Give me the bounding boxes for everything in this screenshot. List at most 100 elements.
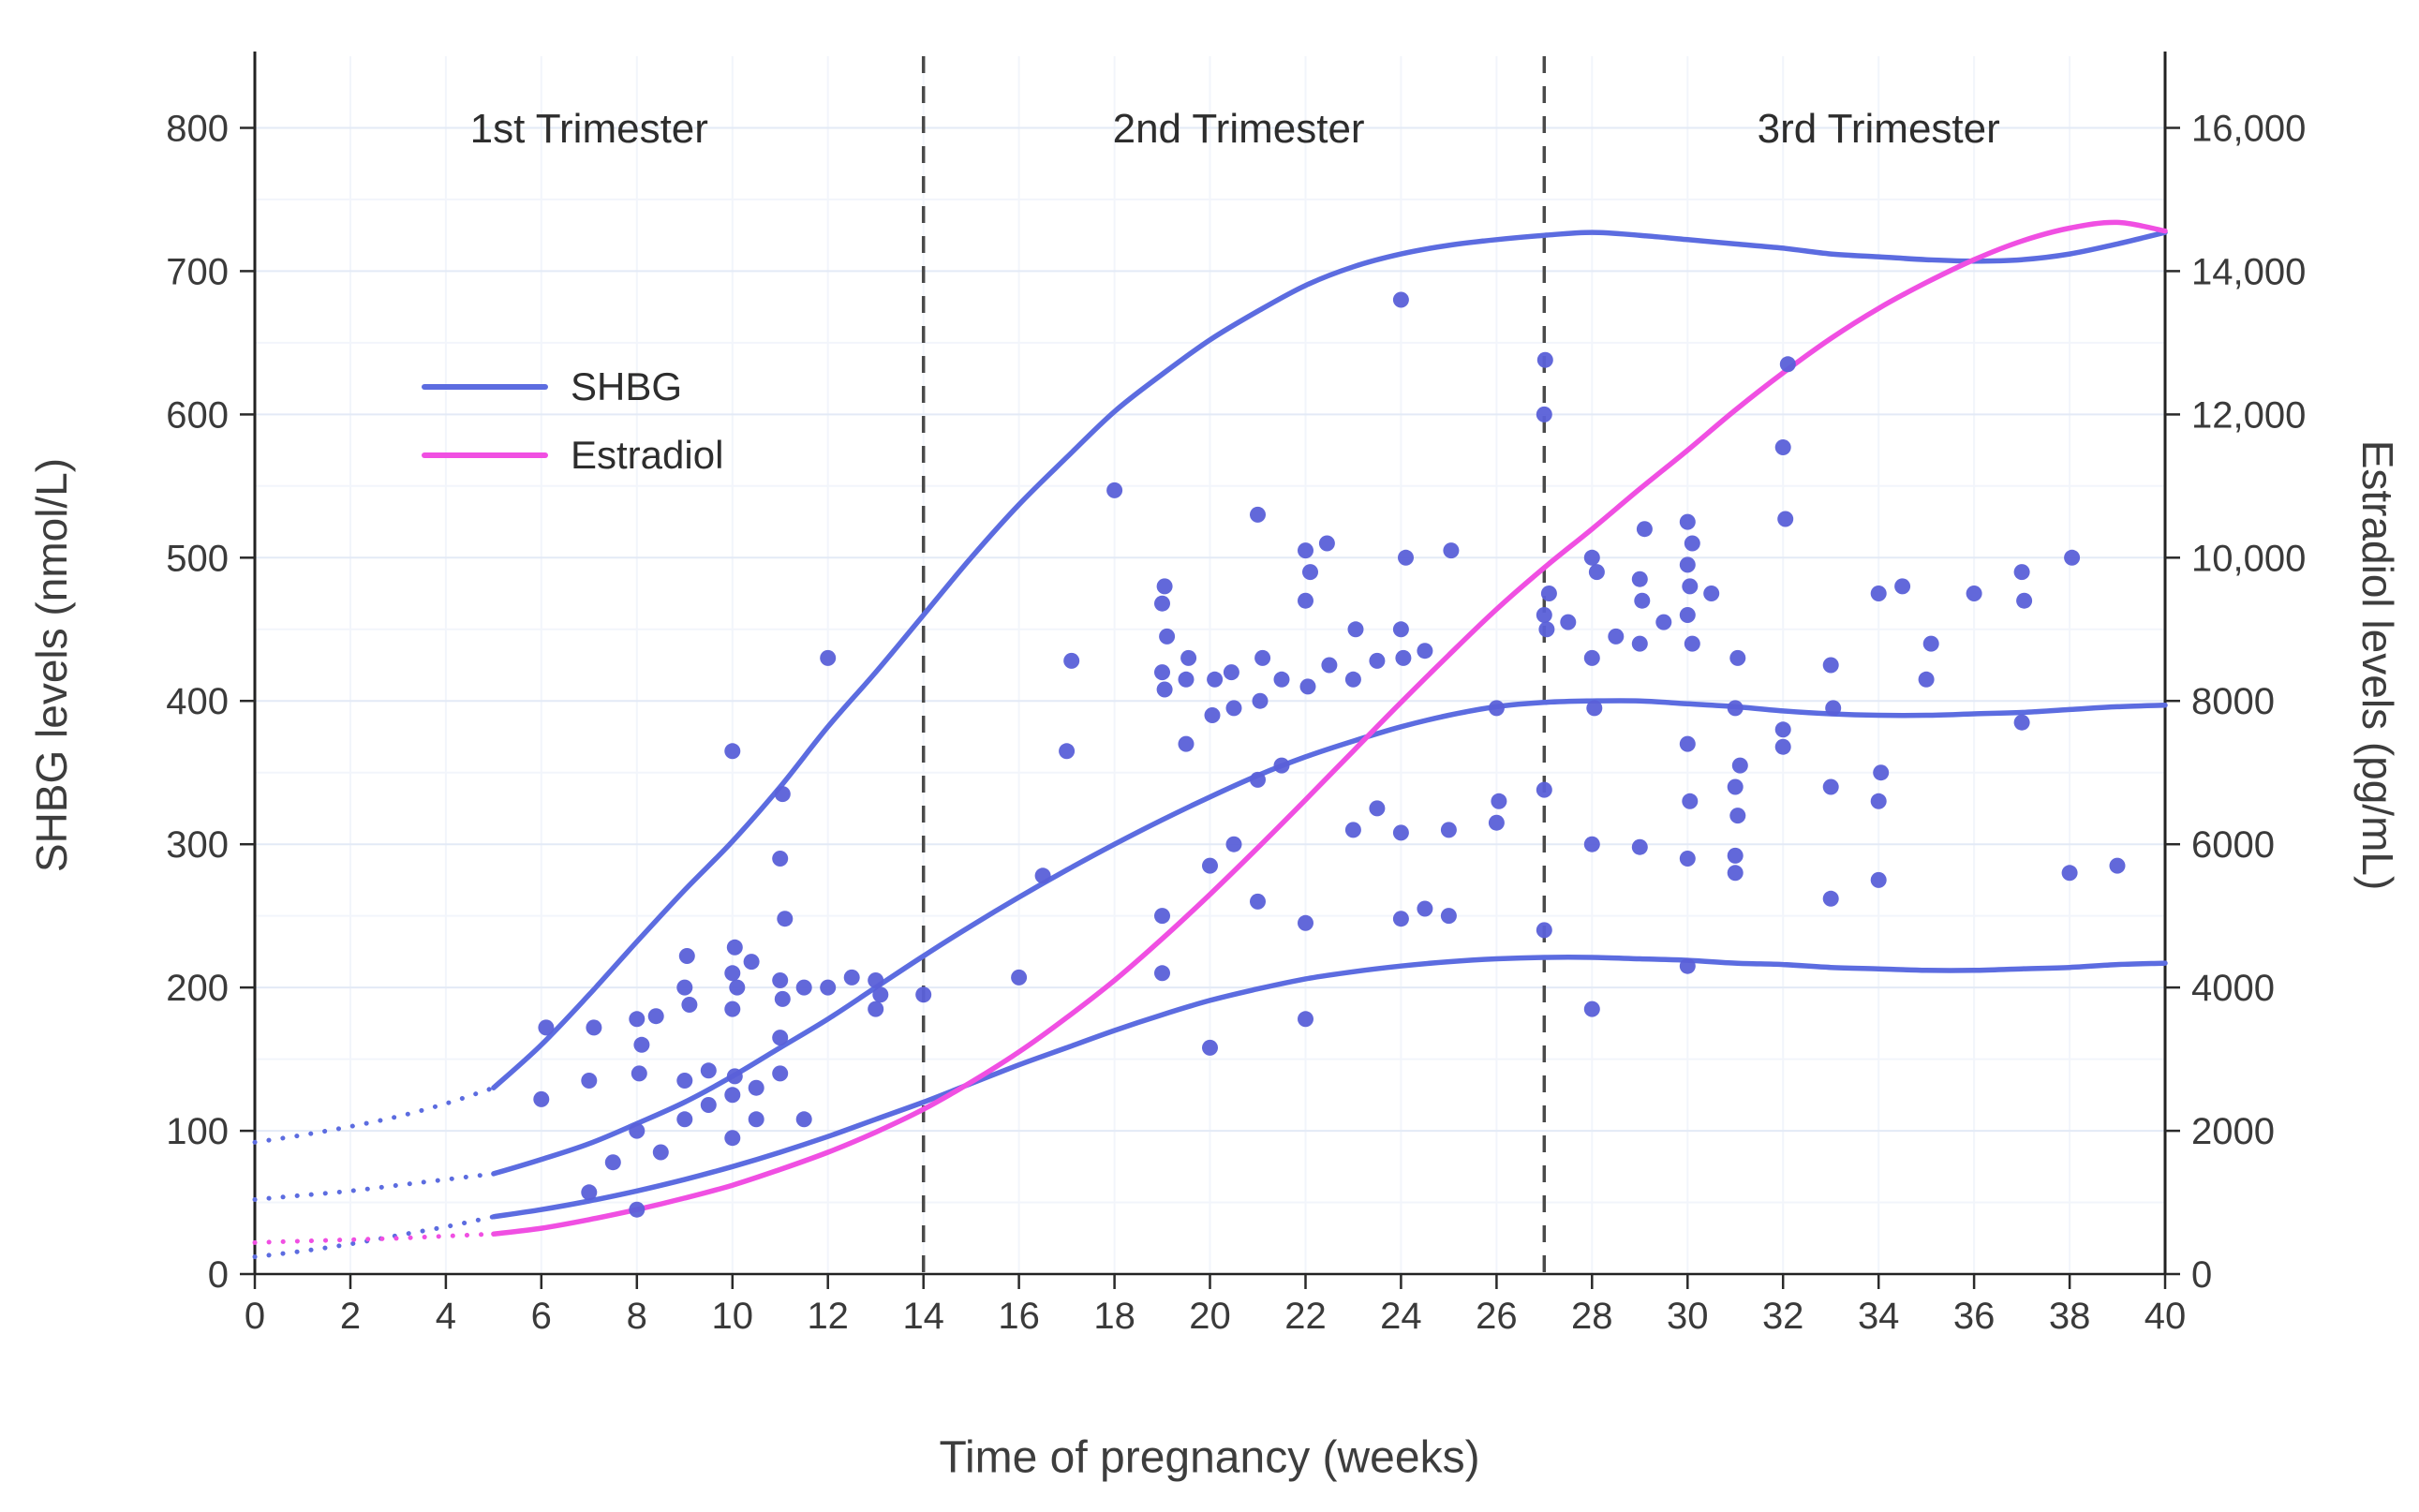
scatter-point	[1207, 671, 1224, 688]
scatter-point	[1392, 911, 1409, 927]
scatter-point	[633, 1036, 650, 1053]
scatter-point	[1966, 586, 1982, 601]
scatter-point	[538, 1019, 555, 1036]
scatter-point	[868, 972, 884, 988]
scatter-point	[1774, 721, 1791, 738]
scatter-point	[1583, 649, 1600, 666]
scatter-point	[1440, 908, 1457, 925]
scatter-point	[1204, 707, 1221, 723]
left-y-tick-label: 800	[166, 109, 229, 150]
scatter-point	[1011, 969, 1028, 986]
scatter-point	[1727, 700, 1744, 717]
scatter-point	[581, 1073, 598, 1089]
scatter-point	[1159, 628, 1176, 645]
scatter-point	[1273, 671, 1290, 688]
scatter-point	[1583, 836, 1600, 852]
left-y-tick-label: 100	[166, 1111, 229, 1152]
scatter-point	[1588, 564, 1605, 581]
x-tick-label: 30	[1667, 1296, 1709, 1337]
curve-shbg-upper-dotted	[252, 1085, 497, 1145]
scatter-point	[1679, 851, 1696, 867]
left-y-tick-label: 0	[208, 1254, 229, 1296]
x-tick-label: 38	[2049, 1296, 2091, 1337]
x-axis-title: Time of pregnancy (weeks)	[939, 1432, 1480, 1483]
scatter-point	[1347, 621, 1364, 638]
scatter-point	[843, 969, 860, 986]
scatter-point	[1536, 406, 1552, 422]
right-y-tick-label: 10,000	[2191, 538, 2306, 579]
scatter-point	[1583, 1001, 1600, 1017]
scatter-point	[1225, 836, 1242, 852]
shbg-line-swatch	[422, 383, 548, 390]
legend-item-estradiol: Estradiol	[422, 421, 723, 489]
right-y-tick-label: 12,000	[2191, 394, 2306, 436]
curve-shbg-lower	[491, 955, 2168, 1220]
legend-label-estradiol: Estradiol	[571, 432, 724, 477]
scatter-point	[1154, 965, 1170, 982]
annotation-3rd-trimester: 3rd Trimester	[1758, 106, 2000, 152]
scatter-point	[1774, 738, 1791, 755]
scatter-point	[1488, 814, 1505, 831]
x-tick-label: 6	[531, 1296, 552, 1337]
scatter-point	[1822, 778, 1839, 795]
scatter-point	[1398, 549, 1414, 566]
left-y-tick-label: 300	[166, 824, 229, 866]
scatter-point	[1321, 657, 1338, 674]
scatter-point	[1273, 757, 1290, 774]
scatter-point	[1298, 592, 1313, 609]
right-y-tick-label: 14,000	[2191, 251, 2306, 292]
scatter-point	[1178, 735, 1195, 752]
scatter-point	[1727, 778, 1744, 795]
scatter-point	[1488, 700, 1505, 717]
scatter-point	[774, 990, 791, 1007]
scatter-point	[1922, 635, 1939, 652]
scatter-point	[820, 649, 837, 666]
scatter-point	[724, 1087, 741, 1104]
scatter-point	[772, 1030, 789, 1046]
scatter-point	[772, 972, 789, 988]
scatter-point	[629, 1201, 646, 1218]
scatter-point	[1894, 578, 1911, 595]
x-tick-label: 10	[712, 1296, 754, 1337]
scatter-point	[1059, 743, 1076, 760]
curve-shbg-mid	[491, 698, 2168, 1177]
scatter-point	[1631, 635, 1648, 652]
scatter-point	[1250, 893, 1266, 910]
scatter-point	[2061, 865, 2078, 882]
left-y-tick-label: 200	[166, 968, 229, 1009]
scatter-point	[724, 1001, 741, 1017]
scatter-point	[1631, 571, 1648, 587]
scatter-point	[868, 1001, 884, 1017]
right-y-tick-label: 4000	[2191, 968, 2275, 1009]
scatter-point	[1822, 890, 1839, 907]
scatter-point	[774, 786, 791, 803]
scatter-point	[1608, 628, 1625, 645]
x-tick-label: 40	[2144, 1296, 2187, 1337]
x-tick-label: 34	[1858, 1296, 1900, 1337]
trimester-dividers	[921, 56, 1547, 1274]
grid-horizontal	[255, 126, 2165, 1133]
scatter-point	[581, 1184, 598, 1201]
scatter-point	[631, 1065, 647, 1082]
scatter-point	[1106, 482, 1123, 498]
scatter-point	[915, 986, 932, 1003]
scatter-point	[1536, 351, 1553, 368]
scatter-point	[604, 1154, 621, 1171]
right-y-tick-label: 6000	[2191, 824, 2275, 866]
scatter-point	[1154, 664, 1170, 681]
scatter-point	[1225, 700, 1242, 717]
left-y-tick-label: 400	[166, 681, 229, 722]
scatter-point	[681, 997, 698, 1013]
right-y-tick-label: 8000	[2191, 681, 2275, 722]
scatter-point	[1178, 671, 1195, 688]
scatter-point	[1703, 586, 1720, 601]
scatter-point	[1491, 793, 1507, 809]
x-tick-label: 12	[807, 1296, 849, 1337]
scatter-point	[647, 1008, 664, 1025]
scatter-point	[1202, 1039, 1218, 1056]
scatter-point	[1636, 521, 1653, 538]
scatter-point	[748, 1079, 764, 1096]
left-y-tick-label: 600	[166, 394, 229, 436]
